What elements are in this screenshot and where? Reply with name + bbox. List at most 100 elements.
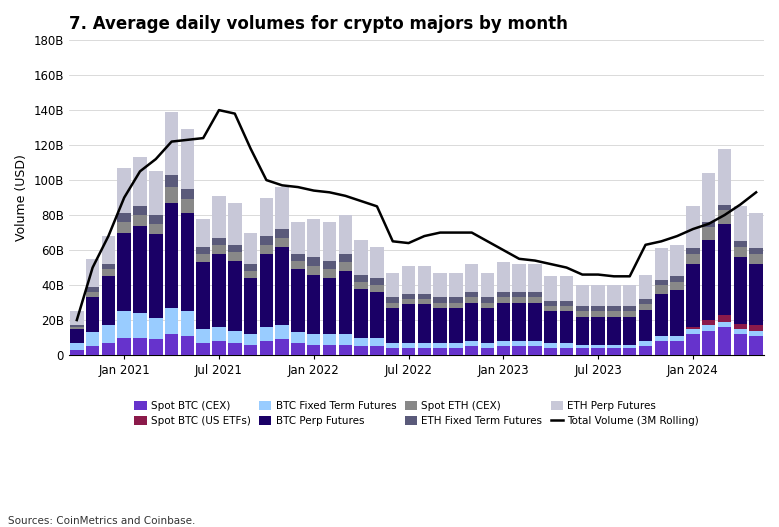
Total Volume (3M Rolling) bbox=[467, 229, 477, 236]
Bar bbox=[717, 322, 731, 327]
Bar bbox=[576, 306, 589, 311]
Bar bbox=[734, 241, 747, 247]
Bar bbox=[449, 348, 463, 355]
Total Volume (3M Rolling) bbox=[88, 265, 97, 271]
Bar bbox=[497, 346, 510, 355]
Bar bbox=[433, 302, 447, 308]
Bar bbox=[671, 336, 684, 341]
Bar bbox=[544, 343, 558, 348]
Bar bbox=[654, 285, 668, 294]
Bar bbox=[639, 304, 652, 309]
Total Volume (3M Rolling) bbox=[294, 184, 303, 190]
Bar bbox=[654, 341, 668, 355]
Bar bbox=[307, 257, 320, 266]
Bar bbox=[181, 199, 194, 213]
Bar bbox=[244, 334, 257, 345]
Bar bbox=[607, 348, 621, 355]
Bar bbox=[323, 334, 337, 345]
Bar bbox=[449, 302, 463, 308]
Total Volume (3M Rolling) bbox=[357, 198, 366, 204]
Bar bbox=[181, 311, 194, 336]
Bar bbox=[133, 338, 146, 355]
Bar bbox=[702, 325, 715, 330]
Bar bbox=[513, 292, 526, 297]
Bar bbox=[118, 213, 131, 222]
Bar bbox=[118, 168, 131, 213]
Total Volume (3M Rolling) bbox=[277, 182, 287, 189]
Bar bbox=[686, 327, 700, 329]
Bar bbox=[639, 275, 652, 299]
Bar bbox=[402, 304, 415, 343]
Total Volume (3M Rolling) bbox=[594, 271, 603, 278]
Bar bbox=[528, 302, 541, 341]
Bar bbox=[276, 238, 289, 247]
Bar bbox=[402, 266, 415, 294]
Bar bbox=[623, 348, 636, 355]
Bar bbox=[639, 346, 652, 355]
Bar bbox=[418, 348, 431, 355]
Total Volume (3M Rolling) bbox=[119, 194, 129, 201]
Bar bbox=[386, 297, 400, 302]
Bar bbox=[228, 343, 241, 355]
Bar bbox=[481, 343, 494, 348]
Bar bbox=[513, 346, 526, 355]
Bar bbox=[339, 262, 352, 271]
Bar bbox=[671, 281, 684, 290]
Bar bbox=[702, 320, 715, 325]
Bar bbox=[181, 129, 194, 189]
Bar bbox=[165, 334, 178, 355]
Bar bbox=[323, 260, 337, 269]
Bar bbox=[228, 245, 241, 252]
Total Volume (3M Rolling) bbox=[246, 145, 256, 152]
Total Volume (3M Rolling) bbox=[404, 240, 413, 246]
Total Volume (3M Rolling) bbox=[340, 193, 350, 199]
Bar bbox=[133, 226, 146, 313]
Bar bbox=[528, 292, 541, 297]
Bar bbox=[102, 276, 115, 325]
Bar bbox=[386, 302, 400, 308]
Total Volume (3M Rolling) bbox=[435, 229, 445, 236]
Bar bbox=[623, 317, 636, 345]
Bar bbox=[449, 343, 463, 348]
Bar bbox=[717, 204, 731, 210]
Total Volume (3M Rolling) bbox=[625, 273, 634, 279]
Bar bbox=[259, 341, 273, 355]
Bar bbox=[86, 259, 100, 287]
Total Volume (3M Rolling) bbox=[562, 265, 571, 271]
Total Volume (3M Rolling) bbox=[672, 233, 682, 239]
Bar bbox=[213, 238, 226, 245]
Bar bbox=[591, 306, 605, 311]
Bar bbox=[497, 341, 510, 346]
Bar bbox=[560, 306, 573, 311]
Bar bbox=[513, 302, 526, 341]
Bar bbox=[102, 325, 115, 343]
Bar bbox=[623, 345, 636, 348]
Bar bbox=[213, 196, 226, 238]
Bar bbox=[70, 325, 83, 327]
Bar bbox=[244, 232, 257, 264]
Text: 7. Average daily volumes for crypto majors by month: 7. Average daily volumes for crypto majo… bbox=[69, 15, 568, 33]
Total Volume (3M Rolling) bbox=[388, 238, 397, 245]
Bar bbox=[196, 219, 210, 247]
Bar bbox=[386, 273, 400, 297]
Bar bbox=[86, 292, 100, 297]
Total Volume (3M Rolling) bbox=[230, 111, 239, 117]
Bar bbox=[671, 290, 684, 336]
Bar bbox=[228, 203, 241, 245]
Bar bbox=[481, 308, 494, 343]
Bar bbox=[86, 287, 100, 292]
Bar bbox=[734, 334, 747, 355]
Bar bbox=[560, 343, 573, 348]
Bar bbox=[749, 325, 763, 330]
Total Volume (3M Rolling) bbox=[151, 156, 160, 162]
Bar bbox=[323, 345, 337, 355]
Bar bbox=[213, 253, 226, 327]
Bar bbox=[717, 224, 731, 315]
Total Volume (3M Rolling) bbox=[167, 139, 176, 145]
Bar bbox=[339, 271, 352, 334]
Bar bbox=[102, 236, 115, 264]
Bar bbox=[418, 266, 431, 294]
Total Volume (3M Rolling) bbox=[136, 168, 145, 174]
Bar bbox=[607, 311, 621, 317]
Bar bbox=[513, 264, 526, 292]
